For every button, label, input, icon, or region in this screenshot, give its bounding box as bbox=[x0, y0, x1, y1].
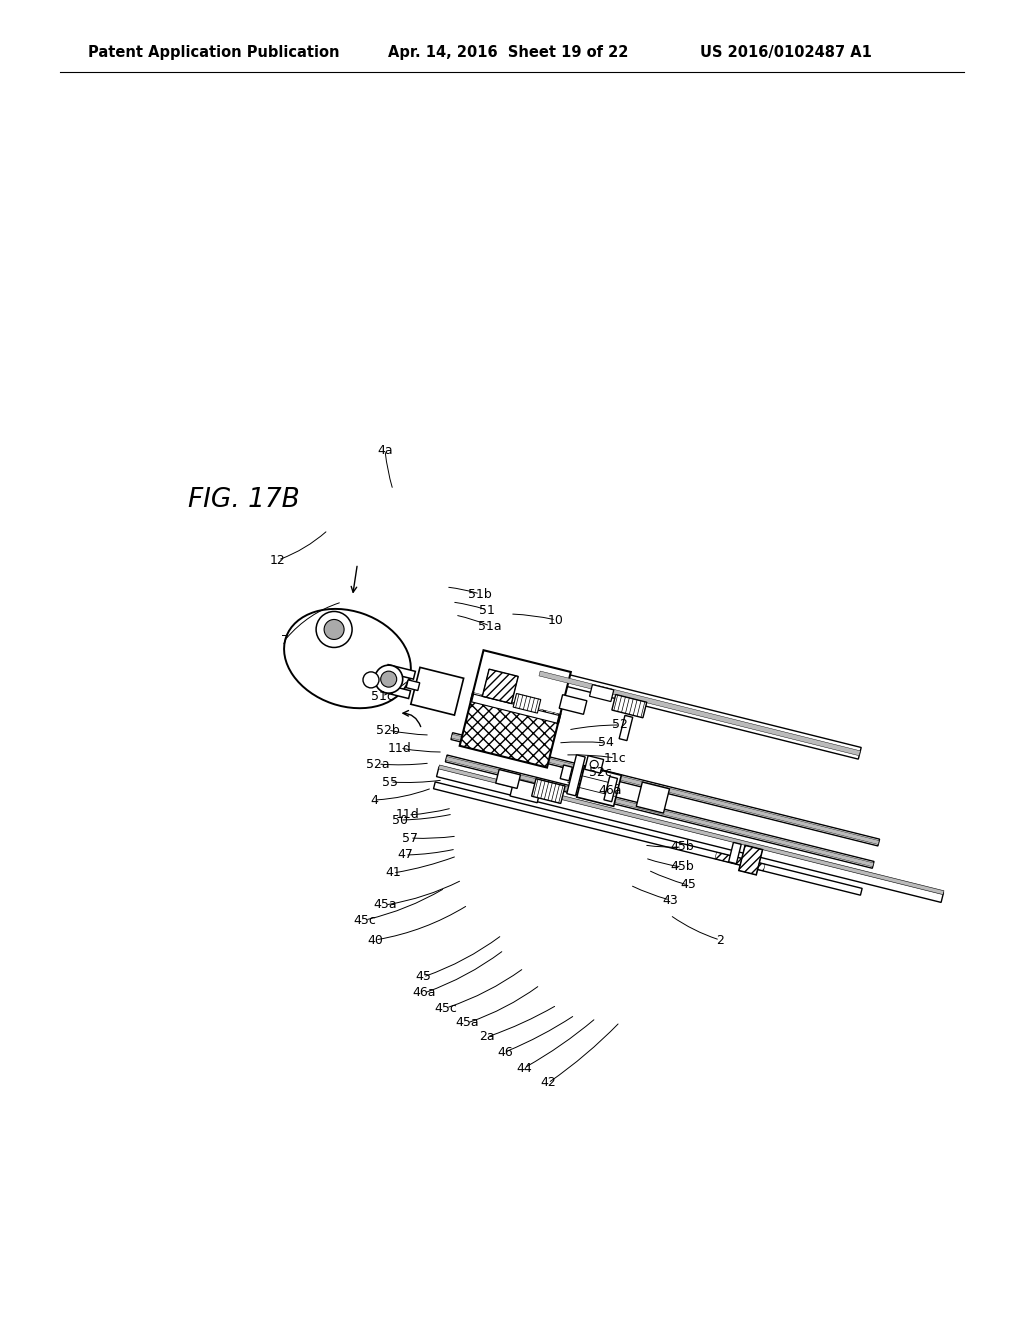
Polygon shape bbox=[729, 842, 741, 863]
Polygon shape bbox=[531, 779, 565, 804]
Polygon shape bbox=[436, 767, 943, 903]
Circle shape bbox=[375, 665, 402, 693]
Text: 47: 47 bbox=[397, 849, 413, 862]
Polygon shape bbox=[445, 756, 873, 867]
Text: 4: 4 bbox=[370, 793, 378, 807]
Polygon shape bbox=[445, 755, 874, 869]
Text: 40: 40 bbox=[367, 933, 383, 946]
Text: 2: 2 bbox=[716, 933, 724, 946]
Text: 54: 54 bbox=[598, 737, 614, 750]
Text: 11d: 11d bbox=[396, 808, 420, 821]
Text: 45: 45 bbox=[415, 970, 431, 983]
Text: 44: 44 bbox=[516, 1061, 531, 1074]
Polygon shape bbox=[438, 766, 944, 895]
Text: 42: 42 bbox=[540, 1077, 556, 1089]
Polygon shape bbox=[559, 694, 587, 714]
Polygon shape bbox=[381, 684, 411, 698]
Text: 46: 46 bbox=[497, 1045, 513, 1059]
Text: 11c: 11c bbox=[603, 751, 627, 764]
Text: 45b: 45b bbox=[670, 861, 694, 874]
Ellipse shape bbox=[284, 609, 411, 709]
Text: 45: 45 bbox=[680, 879, 696, 891]
Polygon shape bbox=[433, 781, 862, 895]
Text: 41: 41 bbox=[385, 866, 400, 879]
Text: 45a: 45a bbox=[456, 1016, 479, 1030]
Text: 43: 43 bbox=[663, 894, 678, 907]
Text: 51a: 51a bbox=[478, 619, 502, 632]
Text: 52c: 52c bbox=[589, 767, 611, 780]
Text: 10: 10 bbox=[548, 614, 564, 627]
Polygon shape bbox=[513, 693, 541, 713]
Polygon shape bbox=[738, 845, 763, 875]
Polygon shape bbox=[452, 734, 880, 845]
Text: 45a: 45a bbox=[373, 899, 397, 912]
Polygon shape bbox=[496, 770, 520, 788]
Polygon shape bbox=[451, 733, 880, 846]
Text: Patent Application Publication: Patent Application Publication bbox=[88, 45, 340, 59]
Circle shape bbox=[325, 619, 344, 639]
Text: 46a: 46a bbox=[598, 784, 622, 796]
Text: 11d: 11d bbox=[388, 742, 412, 755]
Text: 50: 50 bbox=[392, 813, 408, 826]
Circle shape bbox=[362, 672, 379, 688]
Polygon shape bbox=[539, 671, 860, 756]
Polygon shape bbox=[471, 651, 570, 722]
Polygon shape bbox=[411, 668, 464, 715]
Text: 51: 51 bbox=[479, 603, 495, 616]
Polygon shape bbox=[585, 755, 603, 774]
Text: FIG. 17B: FIG. 17B bbox=[188, 487, 300, 513]
Polygon shape bbox=[510, 779, 542, 803]
Polygon shape bbox=[620, 715, 633, 741]
Text: 46a: 46a bbox=[413, 986, 436, 999]
Text: 4a: 4a bbox=[377, 444, 393, 457]
Polygon shape bbox=[538, 668, 861, 759]
Polygon shape bbox=[577, 766, 622, 807]
Text: 45b: 45b bbox=[670, 841, 694, 854]
Text: 45c: 45c bbox=[434, 1002, 458, 1015]
Polygon shape bbox=[567, 755, 585, 796]
Text: 55: 55 bbox=[382, 776, 398, 788]
Polygon shape bbox=[560, 766, 572, 780]
Circle shape bbox=[590, 760, 598, 768]
Polygon shape bbox=[407, 680, 420, 690]
Text: 52a: 52a bbox=[367, 758, 390, 771]
Text: 57: 57 bbox=[402, 832, 418, 845]
Circle shape bbox=[381, 671, 396, 688]
Text: 51b: 51b bbox=[468, 587, 492, 601]
Text: 2a: 2a bbox=[479, 1031, 495, 1044]
Text: 52: 52 bbox=[612, 718, 628, 731]
Text: 12: 12 bbox=[270, 553, 286, 566]
Polygon shape bbox=[590, 685, 613, 701]
Text: 45c: 45c bbox=[353, 913, 377, 927]
Circle shape bbox=[316, 611, 352, 647]
Text: 51c: 51c bbox=[371, 689, 393, 702]
Polygon shape bbox=[460, 693, 560, 767]
Polygon shape bbox=[472, 694, 559, 723]
Text: Apr. 14, 2016  Sheet 19 of 22: Apr. 14, 2016 Sheet 19 of 22 bbox=[388, 45, 629, 59]
Polygon shape bbox=[604, 776, 617, 801]
Text: US 2016/0102487 A1: US 2016/0102487 A1 bbox=[700, 45, 871, 59]
Text: 7: 7 bbox=[281, 634, 289, 647]
Polygon shape bbox=[612, 694, 647, 718]
Text: 52b: 52b bbox=[376, 723, 400, 737]
Polygon shape bbox=[482, 669, 518, 704]
Polygon shape bbox=[636, 781, 670, 813]
Polygon shape bbox=[386, 664, 416, 678]
